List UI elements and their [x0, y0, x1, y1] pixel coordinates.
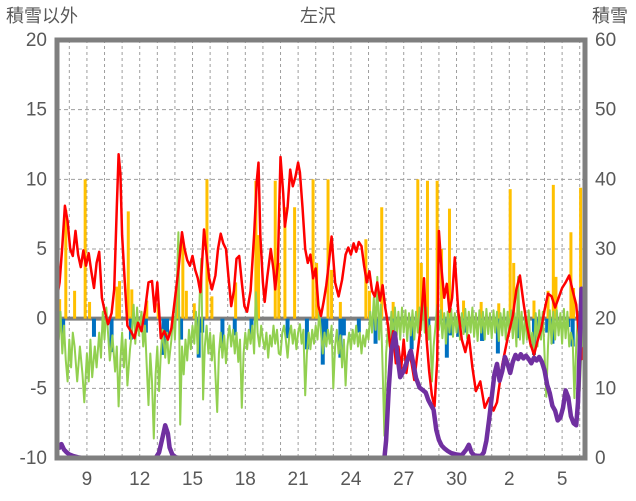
right-axis-tick: 40: [595, 169, 616, 190]
right-axis-tick: 0: [595, 448, 606, 469]
x-axis-ticks: 9 12 15 18 21 24 27 30 2 5: [82, 469, 568, 490]
red-line: [55, 153, 587, 412]
x-axis-tick: 21: [288, 469, 309, 490]
right-axis-title: 積雪: [592, 6, 628, 26]
x-axis-tick: 27: [393, 469, 414, 490]
chart-title: 左沢: [300, 6, 336, 26]
green-line-series: [56, 231, 586, 440]
right-axis-tick: 50: [595, 100, 616, 121]
left-axis-tick: 5: [36, 239, 47, 260]
left-axis-tick: 20: [26, 30, 47, 51]
purple-line: [55, 286, 587, 460]
right-axis-tick: 60: [595, 30, 616, 51]
x-axis-tick: 5: [557, 469, 568, 490]
right-axis-ticks: 60 50 40 30 20 10 0: [595, 30, 616, 469]
left-axis-ticks: 20 15 10 5 0 -5 -10: [20, 30, 47, 469]
x-axis-tick: 12: [129, 469, 150, 490]
left-axis-title: 積雪以外: [6, 6, 78, 26]
x-axis-tick: 2: [504, 469, 515, 490]
left-axis-tick: -10: [20, 448, 47, 469]
left-axis-tick: -5: [30, 378, 47, 399]
left-axis-tick: 0: [36, 309, 47, 330]
green-line: [56, 231, 586, 440]
x-axis-tick: 30: [446, 469, 467, 490]
x-axis-tick: 9: [82, 469, 93, 490]
purple-line-series: [55, 286, 587, 460]
horizontal-gridlines: [57, 109, 585, 389]
left-axis-tick: 10: [26, 169, 47, 190]
x-axis-tick: 24: [340, 469, 362, 490]
right-axis-tick: 20: [595, 309, 616, 330]
red-line-series: [55, 153, 587, 412]
right-axis-tick: 10: [595, 378, 616, 399]
plot-frame: [54, 37, 588, 461]
left-axis-tick: 15: [26, 100, 47, 121]
x-axis-tick: 15: [182, 469, 203, 490]
right-axis-tick: 30: [595, 239, 616, 260]
x-axis-tick: 18: [235, 469, 256, 490]
